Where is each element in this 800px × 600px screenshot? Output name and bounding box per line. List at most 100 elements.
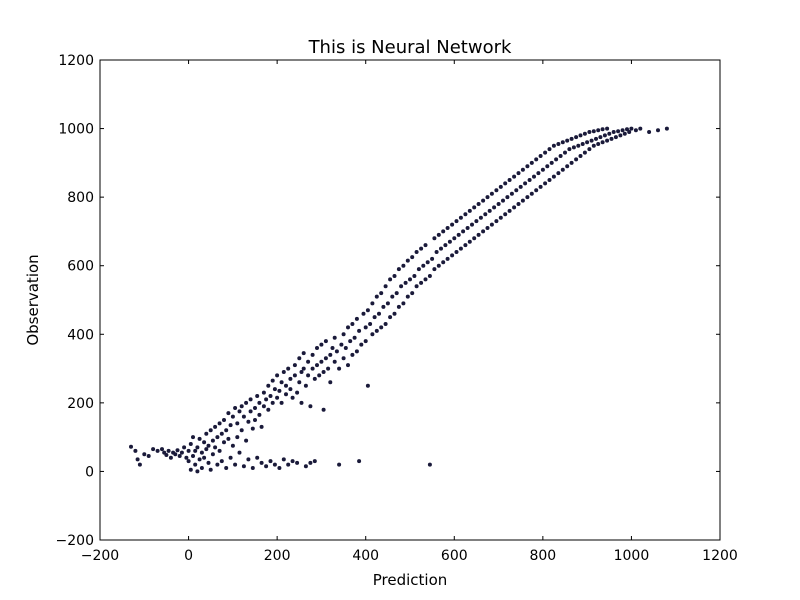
data-point [135, 457, 140, 462]
data-point [410, 255, 415, 260]
data-point [379, 325, 384, 330]
data-point [439, 246, 443, 251]
data-point [295, 460, 300, 465]
data-point [315, 346, 319, 350]
data-point [580, 142, 585, 146]
data-point [219, 459, 224, 464]
data-point [142, 452, 147, 457]
y-axis-title: Observation [24, 254, 42, 345]
data-point [447, 239, 452, 244]
data-point [357, 459, 362, 464]
data-point [425, 260, 430, 265]
data-point [383, 284, 388, 289]
data-point [465, 226, 470, 230]
data-point [365, 308, 370, 313]
y-tick-label: 600 [67, 259, 94, 275]
data-point [405, 258, 410, 263]
data-point [188, 467, 193, 472]
data-point [414, 284, 419, 289]
data-point [591, 129, 596, 134]
data-point [432, 236, 437, 241]
data-point [323, 339, 328, 344]
data-point [547, 147, 552, 152]
data-point [574, 157, 579, 162]
data-point [346, 325, 350, 330]
data-point [253, 406, 257, 410]
data-point [268, 459, 273, 464]
data-point [585, 140, 590, 145]
data-point [558, 154, 563, 158]
data-point [352, 335, 357, 340]
data-point [270, 400, 275, 405]
data-point [326, 366, 331, 371]
y-axis-ticks: −200 0 200 400 600 800 1000 1200 [56, 53, 720, 549]
data-point [288, 387, 293, 392]
data-point [222, 440, 226, 445]
data-point [312, 376, 317, 381]
data-point [638, 126, 643, 131]
x-tick-label: 200 [264, 548, 291, 564]
y-tick-label: 800 [67, 190, 94, 206]
data-point [328, 352, 333, 357]
data-point [523, 181, 528, 186]
data-point [434, 250, 439, 254]
data-point [385, 301, 390, 306]
x-tick-label: 600 [441, 548, 468, 564]
data-point [485, 195, 490, 200]
data-point [485, 226, 490, 230]
data-point [270, 378, 275, 383]
data-point [297, 380, 302, 385]
data-point [303, 464, 308, 469]
data-point [520, 167, 525, 172]
data-point [328, 380, 333, 385]
data-point [228, 423, 233, 428]
data-point [370, 332, 375, 337]
data-point [430, 256, 435, 261]
data-point [357, 328, 362, 333]
data-point [629, 126, 634, 131]
data-point [173, 452, 178, 457]
data-point [228, 455, 233, 460]
data-point [377, 311, 381, 316]
y-tick-label: −200 [56, 533, 94, 549]
data-point [295, 390, 300, 395]
data-point [323, 356, 328, 361]
data-point [408, 277, 412, 282]
data-point [396, 304, 401, 309]
data-point [374, 294, 379, 299]
data-point [204, 431, 209, 436]
data-point [179, 450, 184, 455]
data-point [374, 328, 379, 333]
data-point [341, 356, 346, 361]
data-point [538, 184, 543, 189]
data-point [633, 128, 638, 133]
data-point [217, 448, 222, 453]
data-point [591, 143, 596, 148]
data-point [241, 464, 246, 469]
data-point [569, 136, 574, 141]
data-point [498, 215, 503, 220]
data-point [182, 445, 187, 450]
data-point [208, 467, 213, 472]
data-point [596, 128, 601, 133]
data-point [622, 131, 627, 136]
data-point [605, 138, 610, 143]
data-point [388, 315, 393, 320]
data-point [359, 342, 364, 347]
data-point [341, 332, 346, 337]
data-point [129, 444, 133, 449]
data-point [463, 243, 468, 248]
data-point [421, 263, 426, 268]
data-point [432, 267, 437, 272]
data-point [536, 171, 541, 176]
data-point [427, 462, 432, 467]
data-point [299, 400, 304, 405]
data-point [317, 373, 322, 378]
data-point [272, 387, 277, 392]
data-point [443, 243, 448, 248]
x-axis-title: Prediction [373, 571, 448, 589]
data-point [509, 191, 514, 196]
data-point [445, 226, 450, 230]
x-tick-label: −200 [81, 548, 119, 564]
